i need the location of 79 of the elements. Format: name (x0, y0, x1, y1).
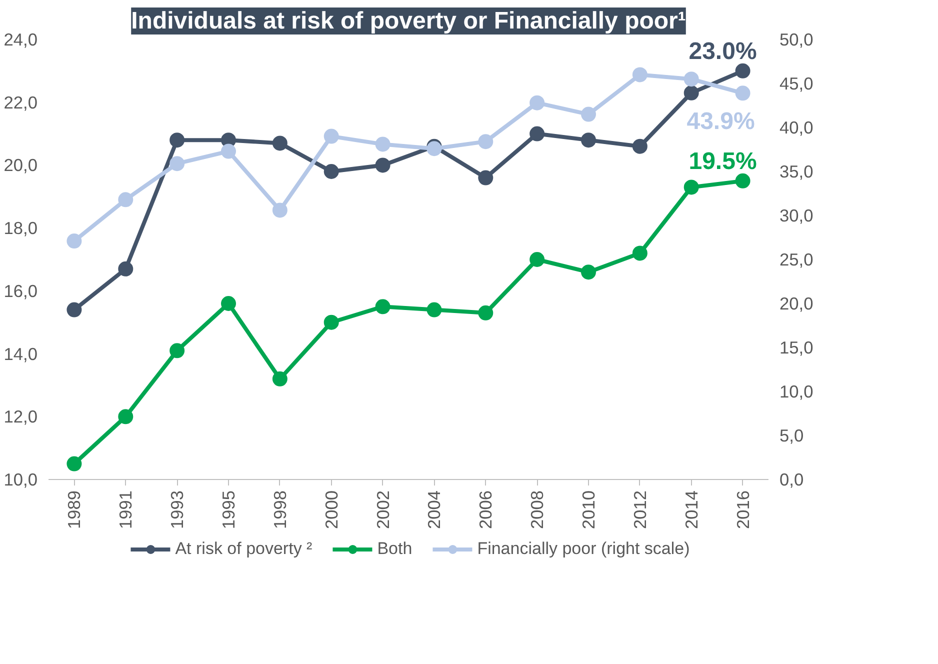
point (272, 371, 288, 386)
point (272, 202, 288, 218)
y-tick-label: 12,0 (4, 406, 38, 427)
y-tick-label: 24,0 (4, 30, 38, 50)
point (478, 134, 494, 150)
point (118, 261, 134, 276)
x-tick-label: 2004 (424, 490, 444, 530)
point (66, 302, 82, 318)
y-tick-label: 10,0 (4, 470, 38, 490)
point (375, 158, 390, 173)
y-tick-label: 14,0 (4, 344, 38, 364)
data-label: 19.5% (688, 148, 757, 175)
point (426, 302, 442, 318)
legend-label: At risk of poverty ² (175, 539, 312, 559)
y2-tick-label: 0,0 (780, 470, 804, 490)
y-tick-label: 16,0 (4, 280, 38, 301)
x-tick-label: 1998 (270, 490, 290, 530)
point (581, 264, 596, 280)
point (324, 314, 339, 330)
x-tick-label: 1991 (116, 490, 136, 530)
point (684, 180, 699, 195)
x-tick-label: 2016 (732, 490, 753, 530)
point (530, 126, 545, 142)
x-tick-label: 2010 (578, 490, 598, 530)
x-tick-label: 1993 (167, 490, 188, 530)
point (221, 296, 236, 311)
y2-tick-label: 50,0 (780, 30, 814, 50)
point (632, 138, 648, 154)
point (684, 72, 699, 87)
point (170, 156, 185, 172)
point (478, 170, 494, 186)
x-tick-label: 1989 (64, 490, 84, 530)
point (66, 234, 82, 249)
x-tick-label: 2014 (681, 490, 702, 530)
point (118, 409, 134, 424)
y2-tick-label: 35,0 (780, 162, 814, 182)
point (170, 132, 185, 148)
point (735, 63, 750, 78)
point (581, 106, 596, 122)
legend-label: Both (377, 539, 412, 559)
point (684, 85, 699, 100)
point (632, 246, 648, 261)
point (118, 192, 134, 208)
y-tick-label: 22,0 (4, 92, 38, 112)
y2-tick-label: 25,0 (780, 250, 814, 270)
point (735, 173, 750, 188)
point (324, 128, 339, 144)
y-tick-label: 20,0 (4, 155, 38, 176)
x-tick-label: 2006 (476, 490, 496, 530)
y2-tick-label: 15,0 (780, 338, 814, 358)
point (530, 252, 545, 267)
point (581, 132, 596, 148)
x-tick-label: 1995 (218, 490, 238, 530)
y2-tick-label: 20,0 (780, 294, 814, 314)
y-tick-label: 18,0 (4, 218, 38, 238)
point (478, 305, 494, 320)
point (66, 456, 82, 472)
data-label: 23.0% (688, 38, 757, 65)
point (632, 67, 648, 82)
point (221, 144, 236, 159)
point (272, 136, 288, 151)
x-tick-label: 2000 (321, 490, 342, 530)
y2-tick-label: 30,0 (780, 206, 814, 226)
y2-tick-label: 5,0 (780, 426, 804, 446)
y2-tick-label: 45,0 (780, 74, 814, 94)
x-tick-label: 2002 (372, 490, 393, 530)
point (375, 299, 390, 314)
x-tick-label: 2008 (527, 490, 548, 530)
point (170, 343, 185, 358)
point (735, 86, 750, 101)
legend-label: Financially poor (right scale) (477, 539, 690, 559)
point (530, 95, 545, 110)
point (375, 136, 390, 152)
x-tick-label: 2012 (630, 490, 650, 530)
chart-title: Individuals at risk of poverty or Financially poor¹ (131, 8, 686, 34)
point (324, 164, 339, 179)
y2-tick-label: 10,0 (780, 382, 814, 402)
data-label: 43.9% (686, 108, 755, 136)
y2-tick-label: 40,0 (780, 118, 814, 138)
